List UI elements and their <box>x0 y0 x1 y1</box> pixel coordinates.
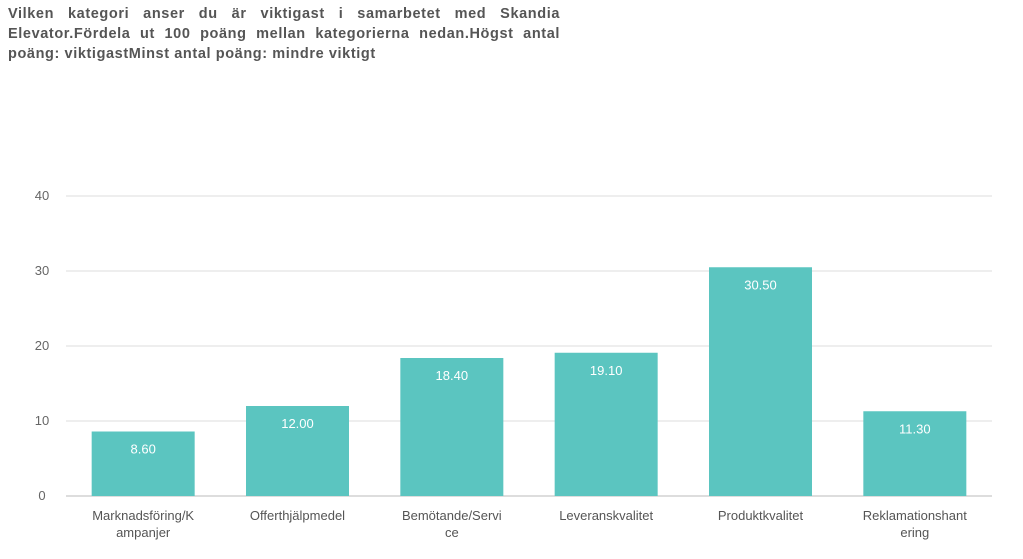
bar-value-label: 8.60 <box>131 442 156 457</box>
y-tick-label: 20 <box>35 338 49 353</box>
x-category-label: Reklamationshant <box>863 508 967 523</box>
bar <box>709 267 812 496</box>
y-tick-label: 0 <box>38 488 45 503</box>
x-category-label: ce <box>445 525 459 540</box>
bar-value-label: 19.10 <box>590 363 623 378</box>
chart-title: Vilken kategori anser du är viktigast i … <box>8 6 560 62</box>
y-tick-label: 40 <box>35 188 49 203</box>
bars: 8.60 12.00 18.40 19.10 30.50 11.30 <box>91 267 967 496</box>
bar <box>246 406 349 496</box>
x-category-label: Offerthjälpmedel <box>250 508 345 523</box>
bar <box>863 411 967 496</box>
bar-value-label: 18.40 <box>436 368 469 383</box>
x-category-label: Leveranskvalitet <box>559 508 653 523</box>
bar-value-label: 12.00 <box>281 416 314 431</box>
x-category-label: ering <box>900 525 929 540</box>
y-axis-ticks: 0 10 20 30 40 <box>35 188 49 503</box>
bar <box>91 431 195 496</box>
x-category-label: Marknadsföring/K <box>92 508 194 523</box>
gridlines <box>66 195 992 497</box>
x-axis-labels: Marknadsföring/K ampanjer Offerthjälpmedel… <box>92 508 967 540</box>
bar-value-label: 30.50 <box>744 277 777 292</box>
x-category-label: Bemötande/Servi <box>402 508 502 523</box>
x-category-label: ampanjer <box>116 525 171 540</box>
bar-value-label: 11.30 <box>899 421 931 436</box>
y-tick-label: 30 <box>35 263 49 278</box>
x-category-label: Produktkvalitet <box>718 508 804 523</box>
y-tick-label: 10 <box>35 413 49 428</box>
bar <box>400 358 504 496</box>
bar <box>554 352 658 496</box>
